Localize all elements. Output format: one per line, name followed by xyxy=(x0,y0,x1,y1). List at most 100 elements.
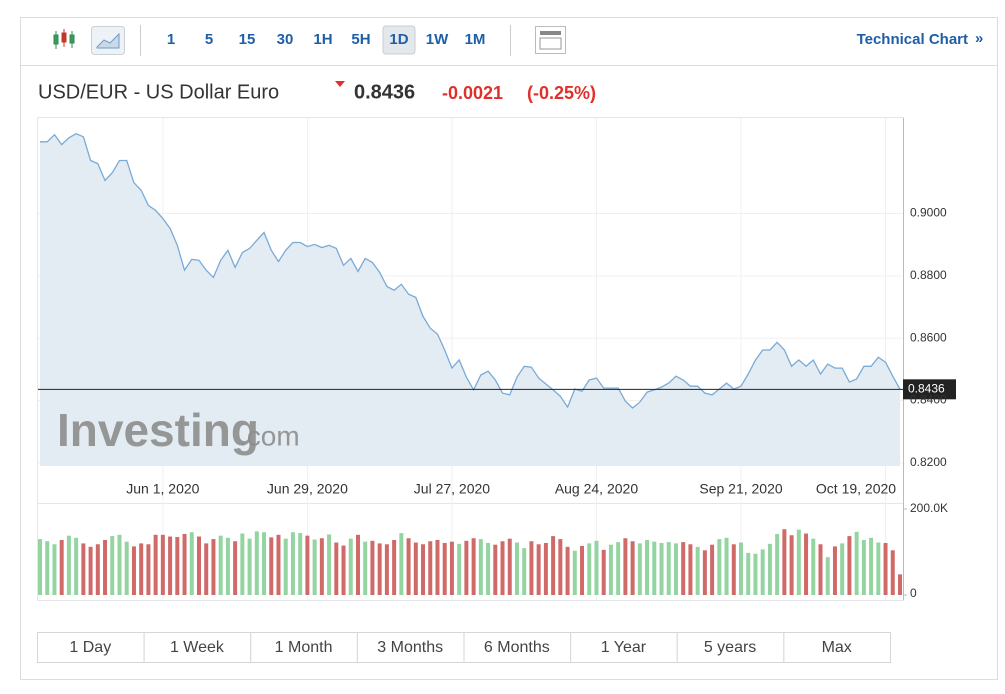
volume-bar xyxy=(695,546,700,595)
interval-button[interactable]: 5H xyxy=(351,31,370,48)
y-tick-label: 0.8600 xyxy=(910,330,947,344)
volume-bar xyxy=(298,533,303,595)
volume-bar xyxy=(478,539,483,595)
volume-bar xyxy=(442,542,447,595)
volume-bar xyxy=(124,541,129,595)
volume-bar xyxy=(565,546,570,595)
volume-bar xyxy=(514,542,519,595)
volume-bar xyxy=(673,543,678,595)
range-button-bg[interactable] xyxy=(250,632,358,663)
current-price-box xyxy=(903,379,956,400)
volume-bar xyxy=(529,541,534,595)
volume-bar xyxy=(95,544,100,595)
interval-button[interactable]: 1H xyxy=(313,31,332,48)
volume-bar xyxy=(775,533,780,595)
range-button[interactable]: 3 Months xyxy=(377,639,443,656)
volume-bar xyxy=(269,537,274,595)
range-button[interactable]: 6 Months xyxy=(484,639,550,656)
range-button-bg[interactable] xyxy=(783,632,891,663)
interval-button[interactable]: 1W xyxy=(426,31,449,48)
volume-bar xyxy=(493,544,498,595)
volume-bar xyxy=(500,541,505,595)
range-button[interactable]: 1 Week xyxy=(170,639,225,656)
volume-bar xyxy=(74,537,79,595)
technical-chart-link[interactable]: Technical Chart xyxy=(857,31,968,48)
volume-bar xyxy=(536,544,541,595)
interval-button[interactable]: 1M xyxy=(465,31,486,48)
volume-bar xyxy=(594,540,599,595)
volume-bar xyxy=(702,550,707,595)
interval-button[interactable]: 5 xyxy=(205,31,213,48)
volume-bar xyxy=(753,553,758,595)
range-button-bg[interactable] xyxy=(143,632,252,663)
volume-bar xyxy=(840,543,845,595)
volume-bar xyxy=(146,544,151,595)
range-button-bg[interactable] xyxy=(37,632,145,663)
y-tick-label: 0.9000 xyxy=(910,206,947,220)
volume-bar xyxy=(659,542,664,595)
interval-button[interactable]: 30 xyxy=(277,31,294,48)
volume-bar xyxy=(587,543,592,595)
volume-bar xyxy=(254,531,259,595)
volume-bar xyxy=(305,535,310,595)
volume-bar xyxy=(262,532,267,595)
volume-bar xyxy=(283,538,288,595)
range-button-bg[interactable] xyxy=(676,632,785,663)
interval-button[interactable]: 15 xyxy=(239,31,256,48)
volume-bar xyxy=(818,544,823,595)
interval-button[interactable]: 1D xyxy=(389,31,408,48)
price-change: -0.0021 xyxy=(442,83,503,103)
range-button[interactable]: Max xyxy=(822,639,852,656)
icon-part xyxy=(69,34,75,44)
overlay: 0.8436 xyxy=(38,379,956,400)
volume-bar xyxy=(522,548,527,595)
x-tick-label: Jun 1, 2020 xyxy=(126,481,199,497)
volume-bar xyxy=(406,538,411,595)
volume-bar xyxy=(160,534,165,595)
icon-part xyxy=(53,34,59,45)
volume-bar xyxy=(580,545,585,595)
interval-button[interactable]: 1 xyxy=(167,31,175,48)
current-price-label: 0.8436 xyxy=(908,381,945,395)
volume-tick-label: 200.0K xyxy=(910,501,948,515)
volume-bar xyxy=(681,542,686,595)
volume-bar xyxy=(189,532,194,595)
instrument-title: USD/EUR - US Dollar Euro xyxy=(38,81,279,103)
volume-bar xyxy=(348,538,353,595)
volume-bar xyxy=(211,539,216,595)
plot xyxy=(38,118,907,600)
volume-bar xyxy=(435,539,440,595)
volume-bar xyxy=(688,544,693,595)
volume-bar xyxy=(88,546,93,595)
range-button[interactable]: 1 Year xyxy=(601,639,647,656)
volume-bar xyxy=(883,542,888,595)
volume-bar xyxy=(457,543,462,595)
x-tick-label: Oct 19, 2020 xyxy=(816,481,896,497)
area-icon-box[interactable] xyxy=(91,26,125,55)
link-arrow[interactable]: » xyxy=(975,30,983,47)
volume-bar xyxy=(543,542,548,595)
volume-bar xyxy=(876,542,881,595)
range-button[interactable]: 1 Month xyxy=(275,639,333,656)
volume-bar xyxy=(319,538,324,595)
volume-bar xyxy=(428,541,433,595)
volume-bar xyxy=(796,529,801,595)
x-tick-label: Jul 27, 2020 xyxy=(414,481,490,497)
volume-bar xyxy=(276,534,281,595)
down-arrow xyxy=(335,81,345,87)
volume-bar xyxy=(225,537,230,595)
x-tick-label: Aug 24, 2020 xyxy=(555,481,639,497)
candles-icon[interactable] xyxy=(53,29,75,49)
volume-bar xyxy=(153,534,158,595)
icon-part xyxy=(61,32,67,43)
range-button-bg[interactable] xyxy=(356,632,465,663)
range-button[interactable]: 5 years xyxy=(704,639,756,656)
volume-bar xyxy=(59,539,64,595)
volume-bar xyxy=(630,541,635,595)
volume-bar xyxy=(551,536,556,595)
range-button[interactable]: 1 Day xyxy=(69,639,111,656)
range-button-bg[interactable] xyxy=(463,632,572,663)
range-button-bg[interactable] xyxy=(570,632,678,663)
volume-bar xyxy=(767,543,772,595)
